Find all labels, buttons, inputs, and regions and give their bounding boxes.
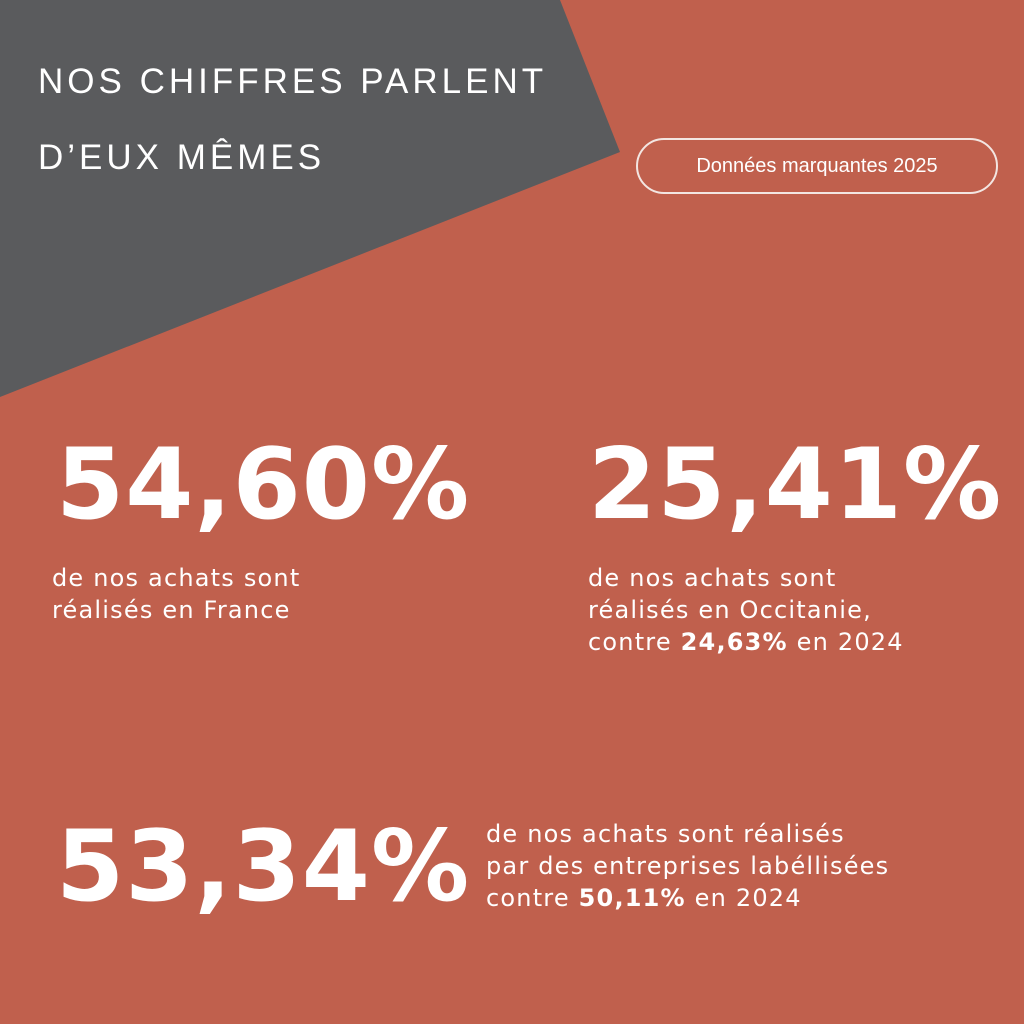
- stat-occitanie-value: 25,41%: [588, 428, 1003, 542]
- desc-line: de nos achats sont réalisés: [486, 820, 845, 848]
- previous-value: 50,11%: [578, 884, 686, 912]
- desc-line: de nos achats sont: [52, 564, 301, 592]
- stat-france-description: de nos achats sont réalisés en France: [52, 562, 300, 626]
- year-badge: Données marquantes 2025: [636, 138, 998, 194]
- stat-labelled-description: de nos achats sont réalisés par des entr…: [486, 818, 889, 914]
- desc-line: contre 50,11% en 2024: [486, 882, 889, 914]
- stat-france-value: 54,60%: [56, 428, 471, 542]
- stat-labelled-value: 53,34%: [56, 810, 471, 924]
- stat-occitanie-description: de nos achats sont réalisés en Occitanie…: [588, 562, 904, 658]
- desc-line: de nos achats sont: [588, 564, 837, 592]
- desc-line: réalisés en Occitanie,: [588, 596, 872, 624]
- desc-text: contre: [486, 884, 579, 912]
- desc-text: contre: [588, 628, 681, 656]
- page-title-line1: NOS CHIFFRES PARLENT: [38, 62, 548, 101]
- desc-line: contre 24,63% en 2024: [588, 626, 904, 658]
- previous-value: 24,63%: [680, 628, 788, 656]
- desc-line: réalisés en France: [52, 596, 291, 624]
- desc-line: par des entreprises labéllisées: [486, 852, 890, 880]
- page-title-line2: D’EUX MÊMES: [38, 138, 326, 177]
- desc-text: en 2024: [787, 628, 904, 656]
- desc-text: en 2024: [685, 884, 802, 912]
